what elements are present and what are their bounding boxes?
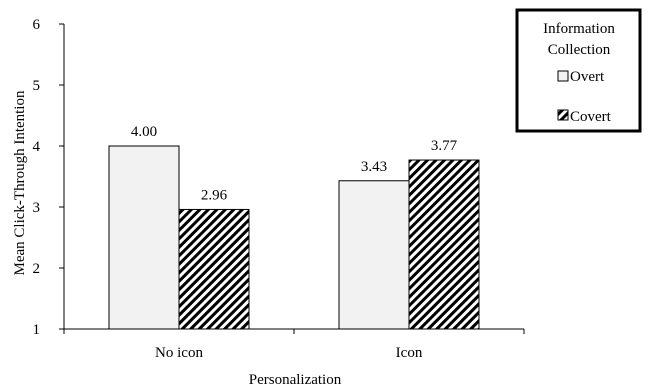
legend-title-line-1: Information	[543, 21, 615, 37]
x-category-label: No icon	[155, 345, 203, 361]
y-tick-label: 5	[33, 78, 41, 94]
y-tick-label: 3	[33, 200, 41, 216]
x-category-label: Icon	[396, 345, 423, 361]
legend-label-covert: Covert	[570, 109, 612, 125]
x-axis-title: Personalization	[249, 372, 342, 388]
y-axis-title: Mean Click-Through Intention	[12, 90, 28, 275]
bar-overt-icon	[338, 180, 410, 330]
legend-swatch-covert	[557, 109, 569, 121]
data-label: 2.96	[201, 187, 228, 203]
y-tick-label: 4	[33, 139, 41, 155]
y-tick-label: 6	[33, 17, 41, 33]
y-tick-label: 2	[33, 261, 41, 277]
legend: Information Collection Overt Covert	[515, 8, 642, 133]
data-label: 3.77	[431, 138, 458, 154]
legend-title-line-2: Collection	[548, 42, 611, 58]
data-label: 3.43	[361, 159, 387, 175]
bar-overt-no-icon	[108, 145, 180, 330]
legend-swatch-overt	[557, 70, 569, 82]
data-label: 4.00	[131, 124, 157, 140]
bar-covert-no-icon	[178, 208, 250, 330]
legend-frame	[515, 8, 642, 133]
data-labels: 4.00 2.96 3.43 3.77	[131, 124, 458, 203]
bars	[108, 145, 480, 330]
y-tick-label: 1	[33, 322, 41, 338]
legend-label-overt: Overt	[570, 69, 605, 85]
bar-covert-icon	[408, 159, 480, 330]
